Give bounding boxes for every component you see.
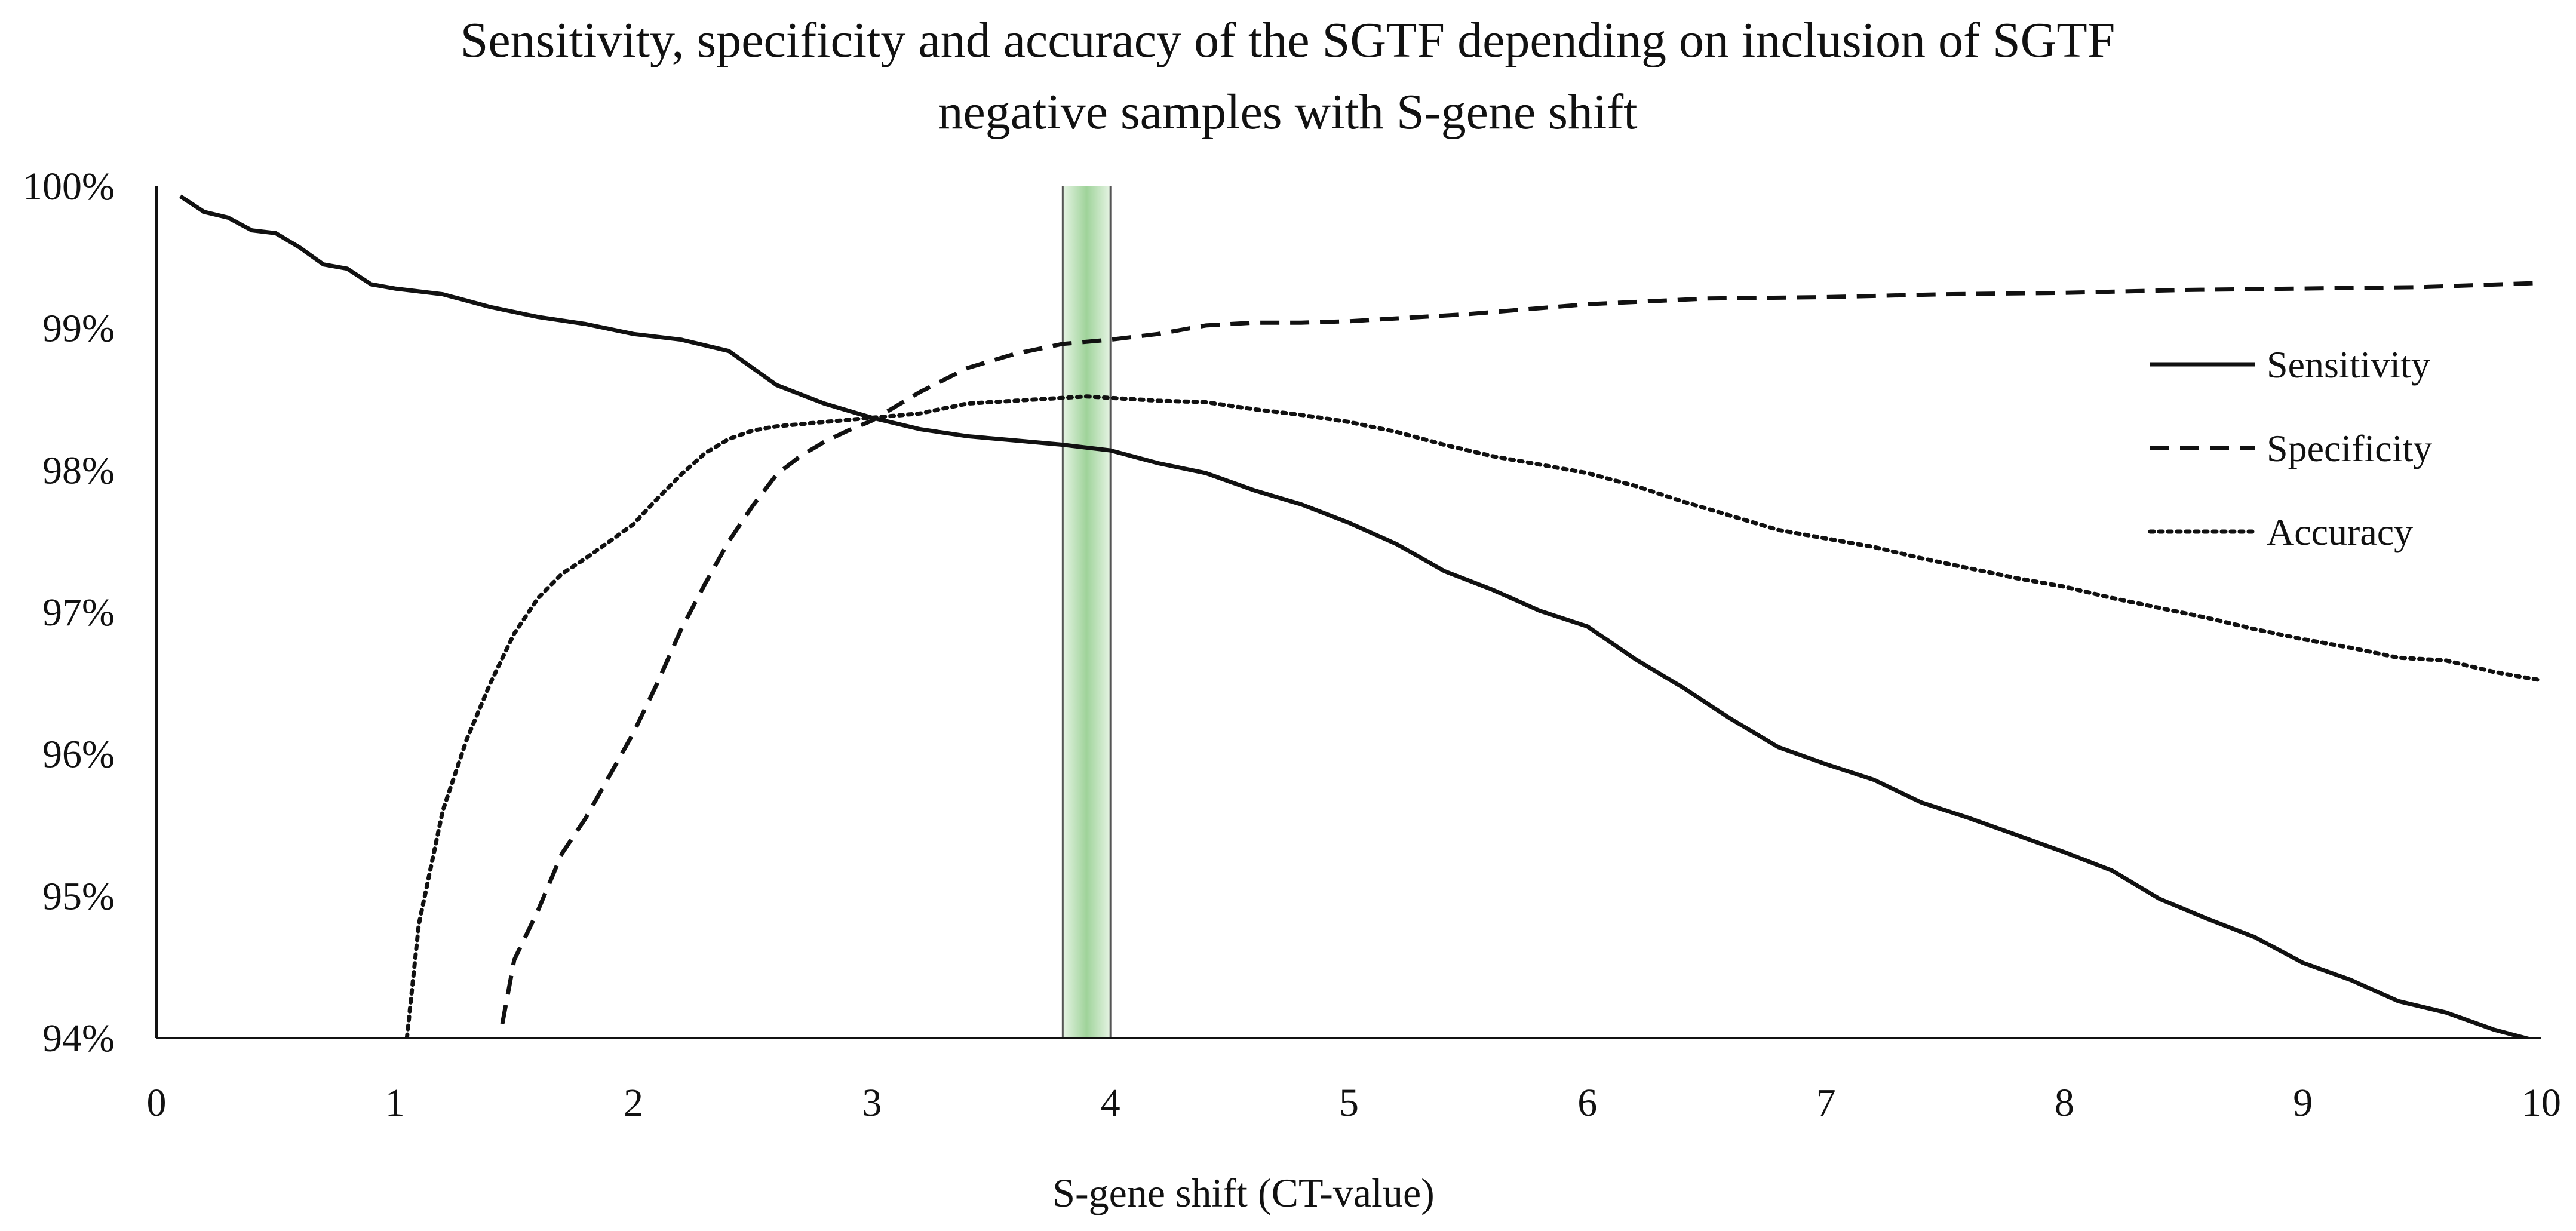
legend-label-sensitivity: Sensitivity (2267, 343, 2430, 386)
series-specificity-line (500, 281, 2541, 1024)
x-tick-label: 0 (147, 1081, 167, 1125)
x-tick-label: 8 (2055, 1081, 2074, 1125)
series-accuracy-line (404, 394, 2541, 1038)
y-tick-label: 99% (42, 307, 115, 351)
chart-title-line-1: Sensitivity, specificity and accuracy of… (460, 13, 2116, 68)
legend-label-specificity: Specificity (2267, 427, 2432, 469)
x-tick-label: 3 (862, 1081, 882, 1125)
series-group (179, 194, 2541, 1038)
plot-area: 94% 95% 96% 97% 98% 99% 100% 0 1 2 3 4 5 6 7 8 9 10 (23, 165, 2561, 1125)
x-tick-label: 5 (1339, 1081, 1359, 1125)
x-tick-label: 6 (1577, 1081, 1597, 1125)
y-tick-label: 96% (42, 733, 115, 776)
legend-label-accuracy: Accuracy (2267, 511, 2413, 553)
x-axis-title: S-gene shift (CT-value) (1052, 1170, 1435, 1215)
x-tick-label: 10 (2522, 1081, 2561, 1125)
x-tick-label: 9 (2293, 1081, 2313, 1125)
y-tick-label: 97% (42, 591, 115, 634)
chart-title-line-2: negative samples with S-gene shift (938, 84, 1637, 140)
series-sensitivity-line (179, 194, 2534, 1038)
y-tick-label: 95% (42, 874, 115, 918)
x-tick-label: 7 (1816, 1081, 1836, 1125)
legend: Sensitivity Specificity Accuracy (2148, 343, 2432, 553)
x-tick-label: 2 (624, 1081, 643, 1125)
x-tick-label: 1 (385, 1081, 405, 1125)
y-tick-label: 94% (42, 1017, 115, 1060)
highlight-band (1063, 186, 1111, 1038)
x-tick-label: 4 (1101, 1081, 1120, 1125)
y-tick-label: 100% (23, 165, 115, 208)
y-tick-label: 98% (42, 449, 115, 492)
